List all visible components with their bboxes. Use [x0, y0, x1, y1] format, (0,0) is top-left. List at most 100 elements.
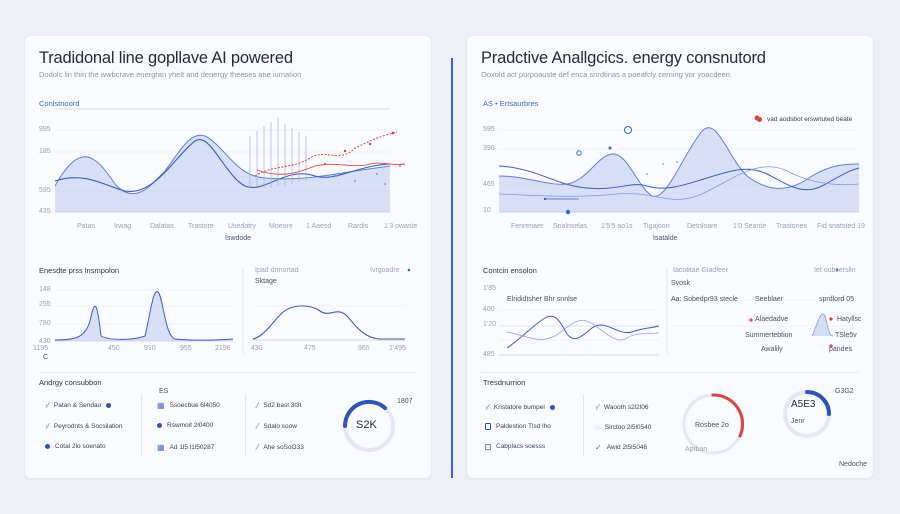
consumption-item[interactable]: Cotal 2lo soenato [45, 443, 106, 450]
right-sub-right-row: Hatyllsc [837, 316, 862, 323]
consumption-item[interactable]: ⋅⁄ Patan & Sendao [45, 401, 112, 410]
transmission-item[interactable]: ◌ Sirctoo 2l5l0540 [595, 423, 652, 432]
right-main-chart-tag[interactable]: AS • Ertsaurbres [483, 99, 539, 108]
right-sub-y-tick: 485 [483, 351, 495, 358]
trend-icon: ⁄ [257, 422, 259, 431]
signal-icon: ⋅⁄ [595, 403, 599, 412]
right-x-tick: Fenrenaer [511, 223, 544, 230]
left-x-tick: Moeore [269, 223, 293, 230]
left-x-tick: Trastore [188, 223, 214, 230]
right-sub-right-row: Alaedadve [755, 316, 789, 323]
left-gauge-label: 1807 [397, 398, 413, 405]
left-x-tick: Dalatas [150, 223, 174, 230]
consumption-item[interactable]: Rswmoit 2l0400 [157, 422, 213, 429]
right-x-tick: 1'5'5 ao1s [601, 223, 633, 230]
right-y-tick: 390 [483, 145, 495, 152]
consumption-item[interactable]: ⋅⁄ Peyrodnts & Socsilation [45, 422, 123, 431]
left-sub-x-tick: 2196 [215, 345, 231, 352]
left-sub-y-tick: 255 [39, 301, 51, 308]
right-bottom-separator [481, 372, 859, 373]
right-sub-right-row: Awalily [761, 346, 783, 353]
left-sub-right-x-tick: 430 [251, 345, 263, 352]
status-dot [45, 444, 50, 449]
transmission-item[interactable]: ✓ Awid 2l5l5046 [595, 443, 648, 452]
left-gauge-value: S2K [356, 419, 377, 431]
center-divider [451, 58, 453, 478]
left-x-tick: Irwag [114, 223, 132, 230]
left-sub-x-tick: 955 [180, 345, 192, 352]
right-sub-note: Elrididtsher Bhr snnlse [507, 296, 578, 303]
right-bottom-title: Tresdnurrion [483, 378, 526, 387]
trend-icon: ⁄ [257, 401, 259, 410]
checkbox-icon [485, 443, 491, 450]
right-gauge-2 [783, 390, 831, 438]
transmission-item[interactable]: Cabplacs soesss [485, 443, 545, 450]
left-sub-marker: C [43, 354, 49, 361]
right-sub-y-tick: 400 [483, 306, 495, 313]
left-y-tick: 435 [39, 208, 51, 215]
right-panel-title: Pradctive Anallgcics. energy consnutord [481, 49, 766, 67]
left-bottom-col2-header: ES [159, 388, 169, 395]
left-panel-title: Tradidonal line gopllave AI powered [39, 49, 293, 67]
left-bottom-col-separator [245, 394, 246, 456]
left-sub-right-x-tick: 1'495 [389, 345, 406, 352]
consumption-item[interactable]: ▦ Ad 1l5 l1l50287 [157, 443, 215, 452]
right-y-tick: 595 [483, 126, 495, 133]
consumption-item[interactable]: ▦ Ssoecbue 6l4050 [157, 401, 220, 410]
right-x-tick: Detoloare [687, 223, 718, 230]
right-x-tick: Fid snatsted 19 [817, 223, 865, 230]
consumption-item[interactable]: ⁄ Ahe soSoO33 [257, 443, 304, 452]
left-bottom-title: Andrgy consubbon [39, 378, 102, 387]
right-gauge-2-sub: Jenr [791, 418, 805, 425]
right-sub-right-tag2[interactable]: Iet oubcerslin [814, 267, 856, 274]
right-gauge-2-value: A5E3 [791, 399, 816, 410]
left-y-tick: 185 [39, 148, 51, 155]
right-y-tick: 465 [483, 181, 495, 188]
left-x-tick: Usedatry [228, 223, 257, 230]
left-x-tick: Patan [77, 223, 96, 230]
left-sub-x-tick: 1195 [33, 345, 49, 352]
left-y-tick: 995 [39, 126, 51, 133]
transmission-item[interactable]: ⋅⁄ Waooth s2l2l06 [595, 403, 649, 412]
left-subchart-title: Enesdte prss lnsmpolon [39, 266, 120, 275]
left-main-chart-tag[interactable]: Conlstnoord [39, 99, 80, 108]
right-sub-right-row: TSle5v [835, 332, 857, 339]
left-sub-y-tick: 430 [39, 338, 51, 345]
left-sub-right-tag2[interactable]: Ivrgoadre [370, 267, 400, 274]
signal-icon: ⋅⁄ [45, 422, 49, 431]
right-sub-right-row: sprdlord 05 [819, 296, 855, 303]
right-x-axis-caption: Isatalde [653, 235, 678, 242]
right-gauge-1-caption: Aptban [685, 446, 708, 453]
right-panel-subtitle: Ooxold act purpoauste def enca snrdtinas… [481, 70, 732, 79]
status-dot [157, 423, 162, 428]
lock-icon: ◌ [595, 423, 600, 432]
right-sub-right-tag: Iacotitae Gladfeer [673, 267, 729, 274]
right-footer-label[interactable]: Nedoche [839, 461, 868, 468]
grid-icon: ▦ [157, 443, 165, 452]
transmission-item[interactable]: Paldestion Tlsd lho [485, 423, 551, 430]
right-bottom-col-separator [583, 394, 584, 456]
right-dashboard-panel: Pradctive Anallgcics. energy consnutord … [467, 36, 873, 478]
status-dot [549, 405, 555, 410]
document-icon [485, 423, 491, 430]
right-gauge-2-label: G3G2 [835, 388, 854, 395]
left-x-tick: Rardis [348, 223, 369, 230]
left-sub-x-tick: 910 [144, 345, 156, 352]
left-sub-y-tick: 780 [39, 320, 51, 327]
right-x-tick: 1'0 Seante [733, 223, 767, 230]
grid-icon: ▦ [157, 401, 165, 410]
left-dashboard-panel: Tradidonal line gopllave AI powered Dodo… [25, 36, 431, 478]
left-x-tick: 1'3 owaste [384, 223, 418, 230]
consumption-item[interactable]: ⁄ Sdalo soow [257, 422, 297, 431]
left-sub-right-tag: Ipad drmortad [255, 267, 299, 274]
right-chart-legend: vad aodsbot erswrluted beate [757, 116, 852, 123]
consumption-item[interactable]: ⁄ Sd2 bast 3l3t [257, 401, 302, 410]
left-panel-subtitle: Dodolc lin thin the wwbcrave energran yh… [39, 70, 302, 79]
right-y-tick: 10 [483, 207, 491, 214]
check-icon: ✓ [595, 443, 602, 452]
right-sub-chart [499, 268, 847, 356]
left-main-chart [54, 108, 406, 213]
trend-icon: ⁄ [257, 443, 259, 452]
transmission-item[interactable]: ⋅⁄ Kristatore bumpel [485, 403, 555, 412]
right-gauge-1 [682, 393, 745, 455]
